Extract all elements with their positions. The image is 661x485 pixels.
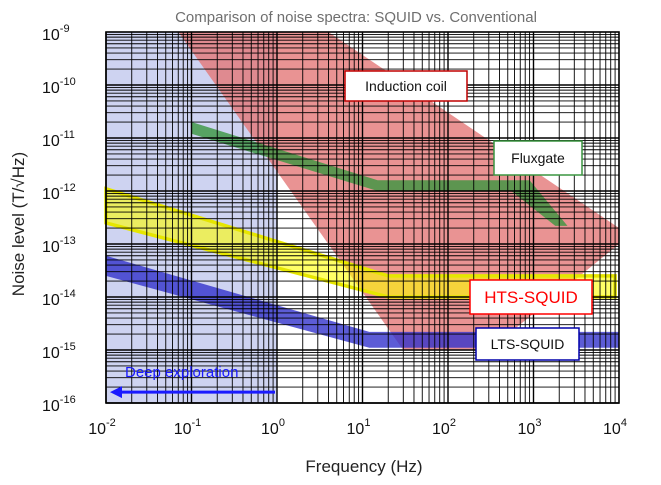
y-tick-label: 10-12 <box>42 182 76 203</box>
fluxgate-label: Fluxgate <box>511 150 565 166</box>
y-tick-label: 10-14 <box>42 288 76 309</box>
x-tick-label: 103 <box>518 417 542 438</box>
fluxgate-label-box <box>493 140 583 176</box>
x-tick-label: 101 <box>347 417 371 438</box>
chart-title: Comparison of noise spectra: SQUID vs. C… <box>175 9 537 26</box>
y-axis-label: Noise level (T/√Hz) <box>9 152 28 296</box>
hts-squid-label-box <box>469 279 593 315</box>
y-tick-label: 10-13 <box>42 235 76 256</box>
x-tick-label: 104 <box>603 417 627 438</box>
deep-exploration-label: Deep exploration <box>125 364 238 381</box>
y-tick-label: 10-15 <box>42 341 76 362</box>
lts-squid-label: LTS-SQUID <box>491 336 565 352</box>
x-tick-label: 10-2 <box>88 417 116 438</box>
deep-exploration-arrowhead <box>110 386 122 399</box>
x-tick-label: 100 <box>261 417 285 438</box>
plot-frame <box>105 31 620 404</box>
y-tick-label: 10-9 <box>42 23 70 44</box>
x-axis-label: Frequency (Hz) <box>305 457 422 476</box>
y-tick-label: 10-10 <box>42 76 76 97</box>
y-tick-label: 10-11 <box>42 129 75 150</box>
frame-layer <box>105 31 620 404</box>
x-tick-label: 10-1 <box>174 417 202 438</box>
induction-coil-label-box <box>344 70 468 102</box>
lts-squid-label-box <box>475 327 580 361</box>
hts-squid-label: HTS-SQUID <box>484 288 578 307</box>
induction-coil-label: Induction coil <box>365 78 447 94</box>
tick-labels-layer: 10-2 10-1 100 101 102 103 104 10-9 10-10 10-11 10-… <box>42 23 627 438</box>
x-tick-label: 102 <box>432 417 456 438</box>
y-tick-label: 10-16 <box>42 394 76 415</box>
region-labels-layer: Induction coil Fluxgate HTS-SQUID LTS-SQUID… <box>110 70 593 399</box>
